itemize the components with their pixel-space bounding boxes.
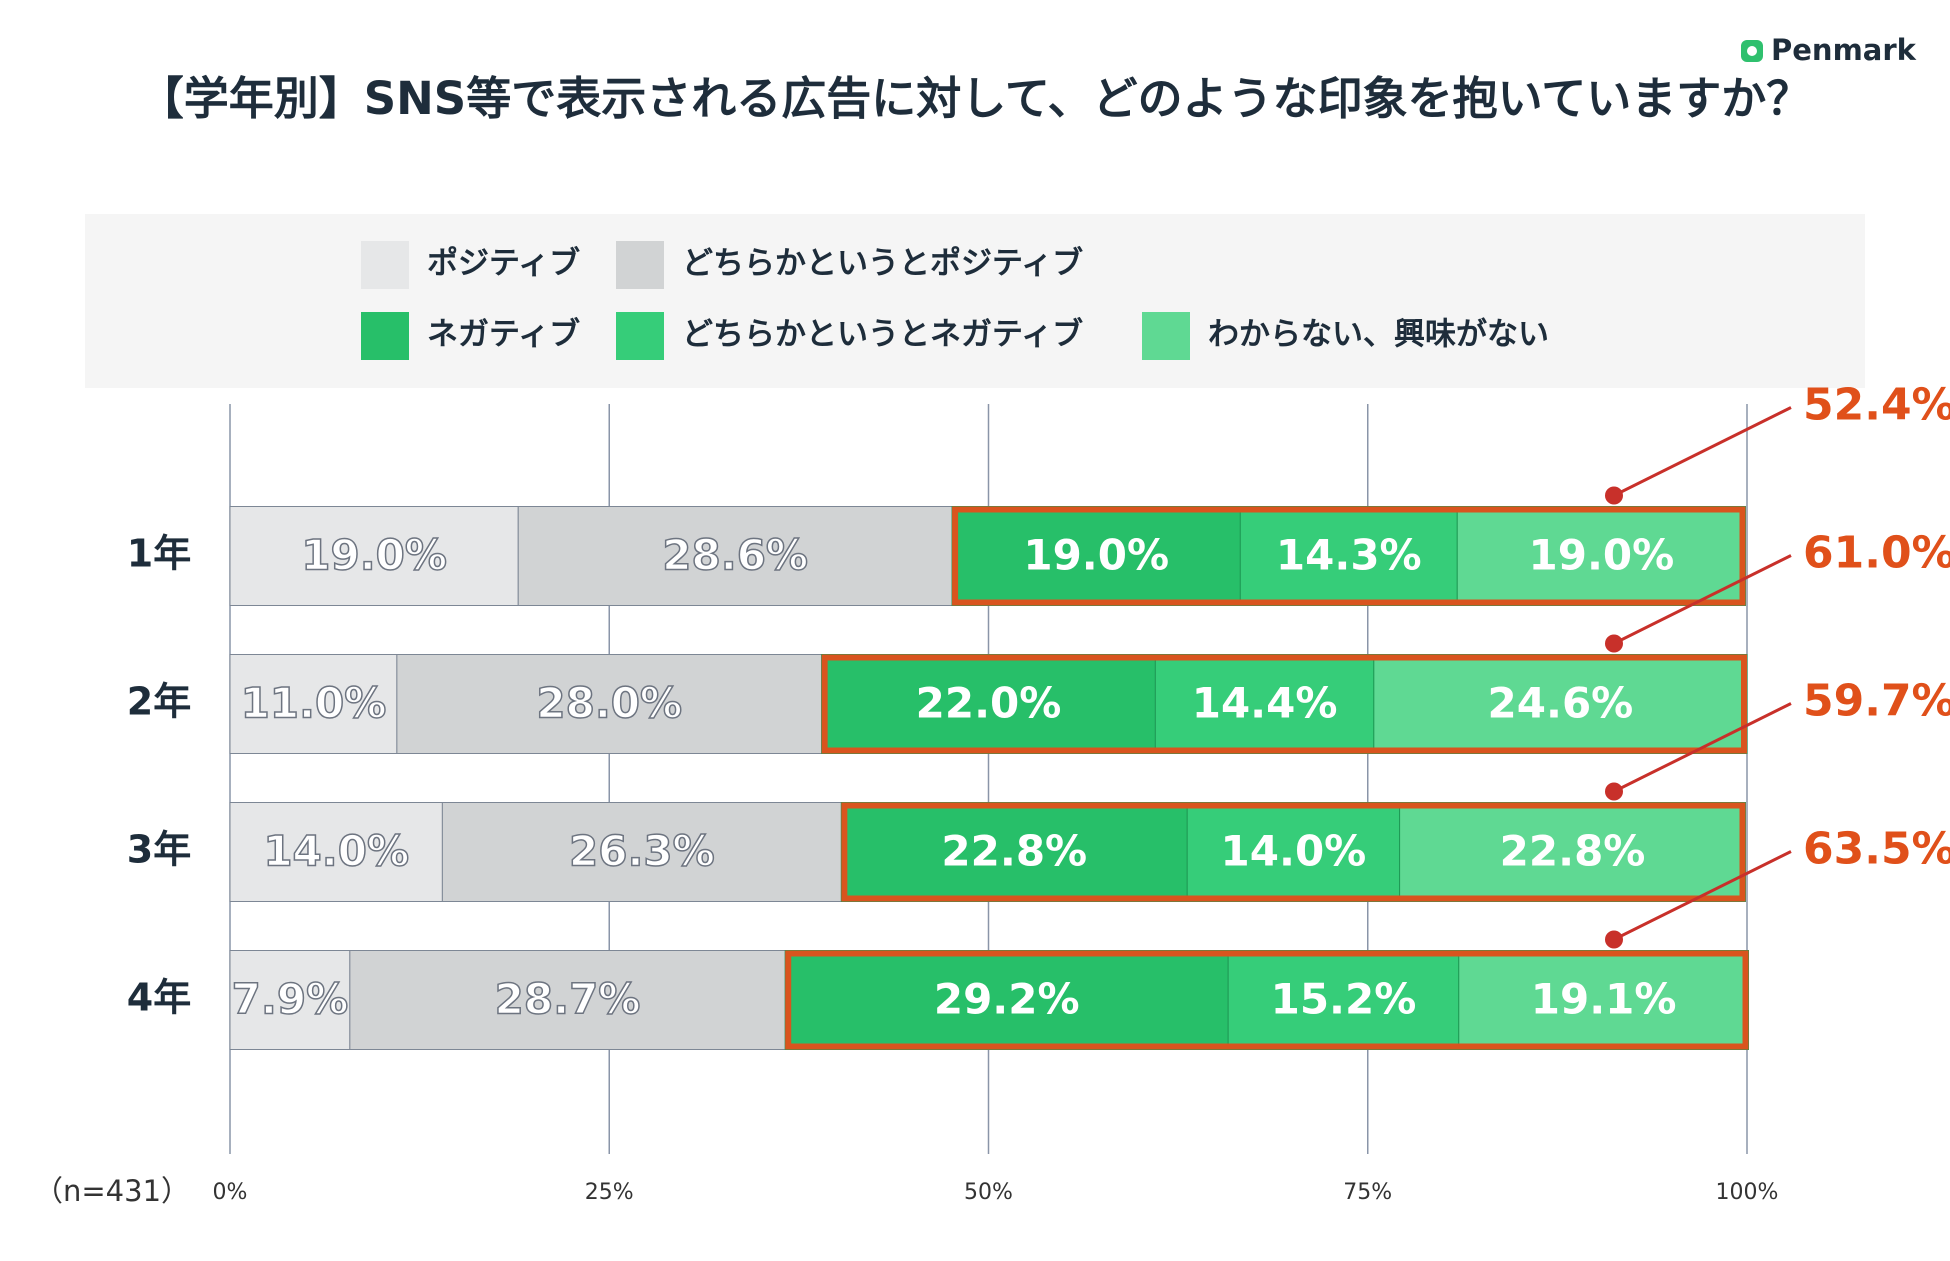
annotation-dot [1605, 486, 1623, 505]
legend-swatch [1142, 312, 1190, 360]
bar-segment [1399, 802, 1746, 902]
annotation-dot [1605, 930, 1623, 949]
y-tick-label: 4年 [127, 976, 191, 1020]
legend-label: どちらかというとポジティブ [682, 246, 1083, 282]
bar-segment [1456, 506, 1746, 606]
bar-segment [441, 802, 842, 902]
data-label: 28.0% [536, 679, 682, 728]
x-tick-label: 0% [213, 1180, 248, 1205]
annotation-dot [1605, 634, 1623, 653]
data-label: 19.0% [1023, 531, 1169, 580]
legend-swatch [361, 312, 409, 360]
x-tick-label: 75% [1343, 1180, 1392, 1205]
chart-title: 【学年別】SNS等で表示される広告に対して、どのような印象を抱いていますか？ [139, 72, 1812, 125]
bar-segment [951, 506, 1241, 606]
bar-segment [396, 654, 823, 754]
legend-swatch [616, 241, 664, 289]
data-label: 14.0% [1221, 827, 1367, 876]
bar-segment [1186, 802, 1401, 902]
y-tick-label: 2年 [127, 680, 191, 724]
annotation-label: 59.7% [1803, 676, 1950, 727]
negative-outline [952, 506, 1746, 606]
bar-segment [517, 506, 953, 606]
bar-segment [229, 802, 443, 902]
bar-segment [1227, 950, 1460, 1050]
data-label: 26.3% [569, 827, 715, 876]
legend-label: ポジティブ [427, 246, 580, 282]
negative-outline [841, 802, 1746, 902]
data-label: 15.2% [1271, 975, 1417, 1024]
legend-label: わからない、興味がない [1208, 317, 1549, 353]
annotation-line [1613, 406, 1792, 497]
bar-segment [1373, 654, 1748, 754]
annotation-line [1613, 554, 1792, 645]
data-label: 28.7% [495, 975, 641, 1024]
annotation-line [1613, 850, 1792, 941]
legend-box [85, 214, 1865, 388]
legend-label: どちらかというとネガティブ [682, 317, 1083, 353]
bar-segment [229, 950, 351, 1050]
data-label: 22.0% [916, 679, 1062, 728]
legend-swatch [616, 312, 664, 360]
data-label: 29.2% [934, 975, 1080, 1024]
bar-segment [349, 950, 786, 1050]
data-label: 7.9% [232, 975, 348, 1024]
annotation-label: 52.4% [1803, 380, 1950, 431]
y-tick-label: 1年 [127, 532, 191, 576]
brand: Penmark [1771, 33, 1917, 67]
bar-segment [1154, 654, 1375, 754]
data-label: 22.8% [1500, 827, 1646, 876]
y-tick-label: 3年 [127, 828, 191, 872]
note: （n=431） [34, 1174, 190, 1208]
x-tick-label: 50% [964, 1180, 1013, 1205]
bar-segment [1458, 950, 1750, 1050]
negative-outline [821, 654, 1747, 754]
annotation-line [1613, 702, 1792, 793]
data-label: 11.0% [241, 679, 387, 728]
bar-segment [784, 950, 1229, 1050]
data-label: 19.1% [1531, 975, 1677, 1024]
legend-label: ネガティブ [427, 317, 580, 353]
annotation-label: 61.0% [1803, 528, 1950, 579]
legend-swatch [361, 241, 409, 289]
brand-logo: Penmark [1741, 33, 1917, 67]
data-label: 24.6% [1488, 679, 1634, 728]
annotation-dot [1605, 782, 1623, 801]
data-label: 22.8% [941, 827, 1087, 876]
data-label: 14.3% [1276, 531, 1422, 580]
data-label: 28.6% [662, 531, 808, 580]
bar-segment [229, 506, 519, 606]
data-label: 14.0% [263, 827, 409, 876]
data-label: 19.0% [1529, 531, 1675, 580]
data-label: 14.4% [1192, 679, 1338, 728]
negative-outline [785, 950, 1749, 1050]
data-label: 19.0% [301, 531, 447, 580]
annotation-label: 63.5% [1803, 824, 1950, 875]
x-tick-label: 25% [585, 1180, 634, 1205]
bar-segment [821, 654, 1156, 754]
logo-dot [1747, 46, 1757, 56]
bar-segment [840, 802, 1188, 902]
bar-segment [1239, 506, 1458, 606]
x-tick-label: 100% [1716, 1180, 1779, 1205]
